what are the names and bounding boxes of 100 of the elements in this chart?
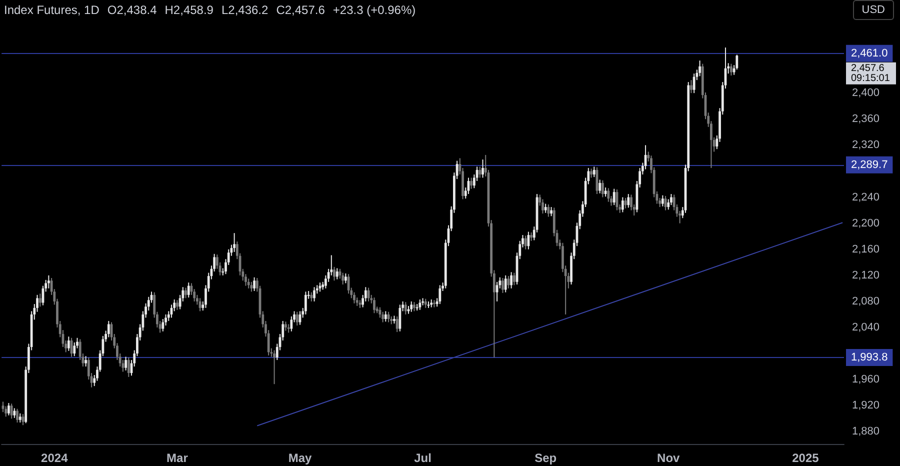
candlestick xyxy=(233,232,236,252)
candlestick xyxy=(410,300,413,312)
y-tick-label: 2,040 xyxy=(852,321,880,334)
annotation: C2,457.6 xyxy=(276,3,325,17)
annotation: +23.3 (+0.96%) xyxy=(332,3,416,17)
candlestick xyxy=(502,277,504,294)
candlestick xyxy=(384,310,387,322)
candlestick xyxy=(607,188,610,202)
x-tick-label: 2024 xyxy=(41,451,68,465)
y-tick-label: 2,200 xyxy=(852,217,880,230)
candlestick xyxy=(4,406,8,418)
candlestick xyxy=(550,206,552,217)
candlestick xyxy=(544,203,547,214)
x-tick-label: Jul xyxy=(414,451,432,465)
chart-title: Index Futures, 1D xyxy=(4,3,100,17)
candlestick xyxy=(692,73,696,94)
y-tick-label: 2,360 xyxy=(852,113,880,126)
candlestick xyxy=(482,159,484,178)
candlestick xyxy=(2,401,4,413)
candlestick xyxy=(547,204,550,218)
candlestick xyxy=(527,231,530,250)
candlestick xyxy=(512,272,516,286)
candlestick xyxy=(396,316,398,333)
candlestick xyxy=(353,292,356,304)
candlestick xyxy=(313,286,316,302)
x-tick-label: Mar xyxy=(166,451,188,465)
y-tick-label: 1,960 xyxy=(852,374,880,386)
y-tick-label: 1,880 xyxy=(852,426,880,438)
y-tick-label: 2,320 xyxy=(852,139,880,152)
annotation: H2,458.9 xyxy=(164,3,214,17)
y-tick-label: 1,920 xyxy=(852,400,880,412)
candlestick xyxy=(504,274,507,293)
candlestick xyxy=(344,272,347,284)
y-tick-label: 2,160 xyxy=(852,243,880,256)
x-tick-label: 2025 xyxy=(792,451,820,465)
candlestick xyxy=(398,304,402,332)
candlestick xyxy=(333,266,336,282)
candlestick xyxy=(273,350,276,385)
candlestick xyxy=(38,293,42,308)
candlestick xyxy=(542,198,544,214)
candlestick xyxy=(404,302,407,315)
text: 09:15:01 xyxy=(851,72,890,84)
candlestick xyxy=(373,297,376,314)
annotation: L2,436.2 xyxy=(221,3,268,17)
candlestick xyxy=(18,412,22,424)
candlestick xyxy=(8,402,10,416)
candlestick xyxy=(413,302,416,312)
text: 2,457.6 xyxy=(851,62,885,74)
candlestick xyxy=(382,311,384,323)
candlestick xyxy=(627,194,630,208)
candlestick xyxy=(47,274,50,289)
candlestick xyxy=(16,408,18,424)
ref-line-label: 2,461.0 xyxy=(851,47,888,60)
candlestick xyxy=(162,318,164,332)
candlestick xyxy=(67,336,70,352)
candlestick xyxy=(253,276,256,292)
candlestick xyxy=(470,177,473,190)
candlestick xyxy=(424,298,427,308)
candlestick xyxy=(342,272,344,285)
y-tick-label: 2,240 xyxy=(852,191,880,204)
candlestick xyxy=(124,356,127,371)
candlestick xyxy=(127,356,130,378)
candlestick xyxy=(598,179,602,194)
candlestick xyxy=(284,321,287,332)
ref-line-label: 1,993.8 xyxy=(851,352,888,364)
text: USD xyxy=(852,0,894,20)
x-tick-label: Sep xyxy=(534,451,557,465)
candlestick xyxy=(336,268,338,280)
candlestick xyxy=(690,80,692,94)
candlestick xyxy=(478,166,482,178)
candlestick xyxy=(590,168,592,178)
candlestick xyxy=(176,300,178,310)
candlestick xyxy=(730,63,732,76)
candlestick xyxy=(84,356,88,368)
candlestick xyxy=(612,188,616,206)
candlestick xyxy=(296,311,298,326)
candlestick xyxy=(510,272,513,289)
ref-line-label: 2,289.7 xyxy=(851,158,888,171)
candlestick xyxy=(184,287,187,299)
candlestick xyxy=(698,60,701,77)
candlestick xyxy=(438,284,442,305)
y-tick-label: 2,080 xyxy=(852,295,880,308)
candlestick xyxy=(621,196,624,213)
y-tick-label: 2,400 xyxy=(852,87,880,100)
candlestick xyxy=(670,194,672,206)
candlestick xyxy=(187,282,190,298)
candlestick xyxy=(10,403,13,420)
candlestick xyxy=(247,278,250,289)
candlestick xyxy=(13,408,16,418)
candlestick xyxy=(73,342,76,357)
candlestick xyxy=(661,194,664,207)
candlestick xyxy=(524,235,527,250)
candlestick xyxy=(250,281,253,292)
annotation: O2,438.4 xyxy=(107,3,157,17)
candlestick xyxy=(592,166,596,178)
y-tick-label: 2,120 xyxy=(852,269,880,282)
candlestick xyxy=(310,292,313,302)
x-tick-label: Nov xyxy=(657,451,680,465)
candlestick xyxy=(418,298,422,310)
candlestick xyxy=(601,180,604,198)
